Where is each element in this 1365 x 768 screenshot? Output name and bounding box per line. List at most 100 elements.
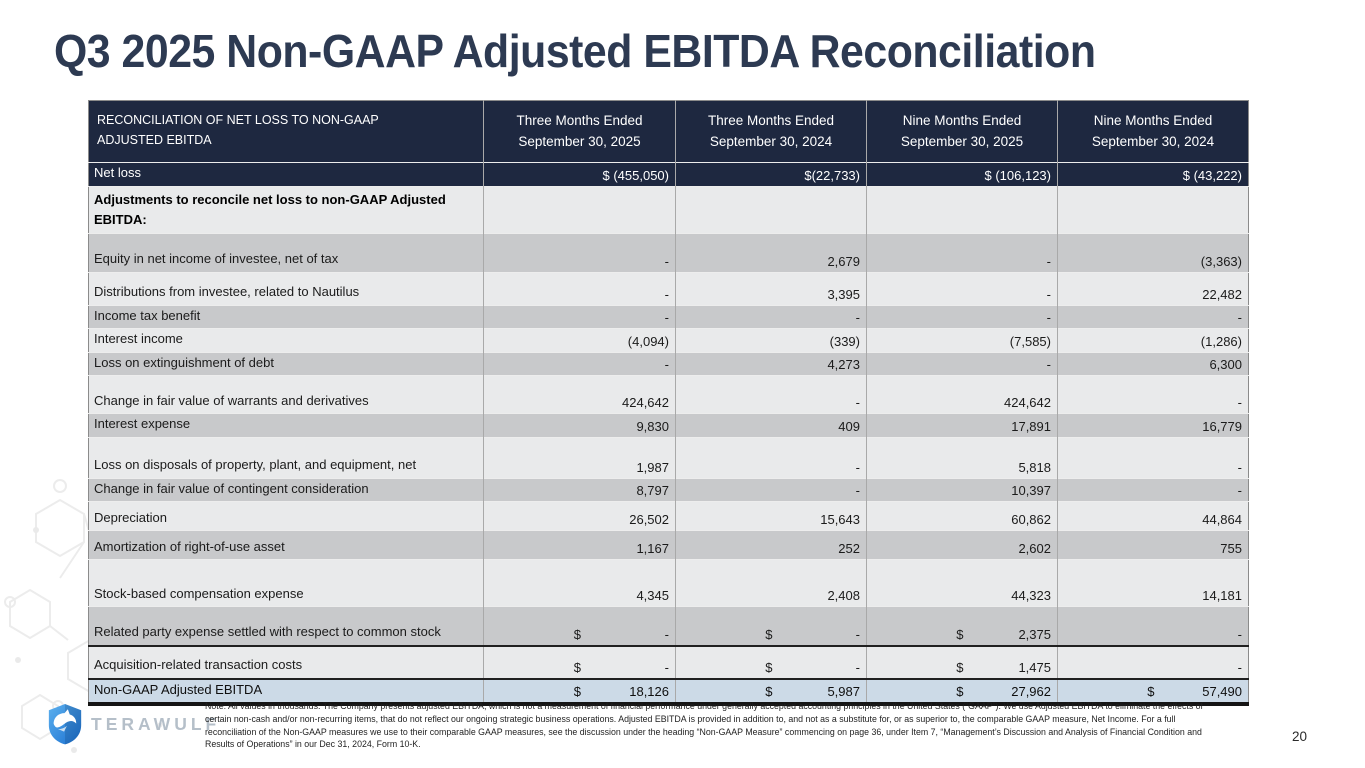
- table-row: Equity in net income of investee, net of…: [88, 232, 1249, 273]
- dollar-sign: $: [573, 684, 581, 700]
- table-cell: (7,585): [866, 328, 1058, 353]
- table-cell: $ (455,050): [483, 162, 676, 186]
- row-label: Income tax benefit: [88, 304, 484, 329]
- table-cell: -: [1057, 477, 1249, 502]
- table-row: Net loss $ (455,050) $(22,733) $ (106,123) $…: [88, 162, 1249, 186]
- table-row: Related party expense settled with respe…: [88, 606, 1249, 647]
- table-title-header: RECONCILIATION OF NET LOSS TO NON-GAAP A…: [88, 100, 484, 163]
- table-cell: $57,490: [1057, 678, 1249, 705]
- table-cell: -: [1057, 375, 1249, 414]
- row-label: Loss on extinguishment of debt: [88, 351, 484, 376]
- table-cell: 14,181: [1057, 559, 1249, 607]
- dollar-sign: $: [1147, 684, 1155, 700]
- table-cell: -: [675, 436, 867, 479]
- logo-text: TERAWULF: [91, 713, 221, 734]
- dollar-sign: $: [956, 659, 964, 675]
- table-cell: (1,286): [1057, 328, 1249, 353]
- table-cell: 17,891: [866, 413, 1058, 438]
- table-cell: $ -: [675, 606, 867, 647]
- table-cell: (339): [675, 328, 867, 353]
- row-label: Amortization of right-of-use asset: [88, 530, 484, 560]
- row-label: Stock-based compensation expense: [88, 559, 484, 607]
- table-row: Change in fair value of warrants and der…: [88, 375, 1249, 414]
- row-label: Loss on disposals of property, plant, an…: [88, 436, 484, 479]
- table-cell: $ -: [483, 606, 676, 647]
- table-row: Stock-based compensation expense 4,345 2,4…: [88, 559, 1249, 607]
- table-row: Depreciation 26,502 15,643 60,862 44,864: [88, 501, 1249, 531]
- table-cell: 22,482: [1057, 271, 1249, 306]
- table-cell: 4,273: [675, 351, 867, 376]
- table-cell: -: [1057, 645, 1249, 680]
- table-cell: 60,862: [866, 501, 1058, 531]
- table-cell: 755: [1057, 530, 1249, 560]
- table-cell: -: [866, 304, 1058, 329]
- table-cell: 9,830: [483, 413, 676, 438]
- table-cell: $ -: [483, 645, 676, 680]
- table-cell: -: [1057, 606, 1249, 647]
- table-cell: -: [483, 351, 676, 376]
- table-cell: $18,126: [483, 678, 676, 705]
- column-header: Nine Months Ended September 30, 2024: [1057, 100, 1249, 163]
- table-cell: -: [675, 304, 867, 329]
- table-cell: 1,167: [483, 530, 676, 560]
- table-row: Interest income (4,094) (339) (7,585) (1,286…: [88, 328, 1249, 353]
- row-label: Related party expense settled with respe…: [88, 606, 484, 647]
- table-row: Non-GAAP Adjusted EBITDA $18,126 $5,987 $27…: [88, 678, 1249, 705]
- table-cell: $5,987: [675, 678, 867, 705]
- column-header: Nine Months Ended September 30, 2025: [866, 100, 1058, 163]
- table-row: Interest expense 9,830 409 17,891 16,779: [88, 413, 1249, 438]
- row-label: Adjustments to reconcile net loss to non…: [88, 185, 484, 234]
- table-cell: 4,345: [483, 559, 676, 607]
- reconciliation-table-grid: RECONCILIATION OF NET LOSS TO NON-GAAP A…: [88, 100, 1249, 707]
- table-cell: $(22,733): [675, 162, 867, 186]
- table-cell: 1,987: [483, 436, 676, 479]
- dollar-sign: $: [956, 684, 964, 700]
- row-label: Depreciation: [88, 501, 484, 531]
- row-label: Change in fair value of contingent consi…: [88, 477, 484, 502]
- table-row: Loss on extinguishment of debt -4,273-6,3…: [88, 351, 1249, 376]
- dollar-sign: $: [573, 659, 581, 675]
- table-row: Income tax benefit - - - -: [88, 304, 1249, 329]
- table-row: Distributions from investee, related to …: [88, 271, 1249, 306]
- table-cell: -: [866, 271, 1058, 306]
- table-cell: 10,397: [866, 477, 1058, 502]
- dollar-sign: $: [765, 659, 773, 675]
- table-cell: $2,375: [866, 606, 1058, 647]
- row-label: Net loss: [88, 162, 484, 186]
- table-cell: (4,094): [483, 328, 676, 353]
- table-row: Loss on disposals of property, plant, an…: [88, 436, 1249, 479]
- table-cell: -: [1057, 304, 1249, 329]
- reconciliation-table: RECONCILIATION OF NET LOSS TO NON-GAAP A…: [88, 100, 1249, 707]
- table-cell: 44,323: [866, 559, 1058, 607]
- table-cell: -: [483, 271, 676, 306]
- column-header: Three Months Ended September 30, 2024: [675, 100, 867, 163]
- table-cell: [866, 185, 1058, 234]
- table-cell: 252: [675, 530, 867, 560]
- table-cell: $ (43,222): [1057, 162, 1249, 186]
- table-cell: $ (106,123): [866, 162, 1058, 186]
- table-cell: 44,864: [1057, 501, 1249, 531]
- table-cell: -: [1057, 436, 1249, 479]
- wolf-shield-icon: [48, 704, 82, 745]
- table-row: Adjustments to reconcile net loss to non…: [88, 185, 1249, 234]
- table-cell: 15,643: [675, 501, 867, 531]
- table-cell: 26,502: [483, 501, 676, 531]
- row-label: Equity in net income of investee, net of…: [88, 232, 484, 273]
- table-cell: 424,642: [483, 375, 676, 414]
- table-cell: 2,679: [675, 232, 867, 273]
- table-cell: -: [866, 351, 1058, 376]
- row-label: Non-GAAP Adjusted EBITDA: [88, 678, 484, 705]
- table-cell: -: [675, 477, 867, 502]
- table-cell: -: [866, 232, 1058, 273]
- table-cell: [1057, 185, 1249, 234]
- table-cell: [483, 185, 676, 234]
- row-label: Distributions from investee, related to …: [88, 271, 484, 306]
- page-title: Q3 2025 Non-GAAP Adjusted EBITDA Reconci…: [54, 25, 1096, 77]
- row-label: Interest income: [88, 328, 484, 353]
- table-cell: 5,818: [866, 436, 1058, 479]
- terawulf-logo: TERAWULF: [46, 703, 220, 745]
- row-label: Interest expense: [88, 413, 484, 438]
- table-cell: -: [483, 304, 676, 329]
- table-cell: 16,779: [1057, 413, 1249, 438]
- table-cell: -: [675, 375, 867, 414]
